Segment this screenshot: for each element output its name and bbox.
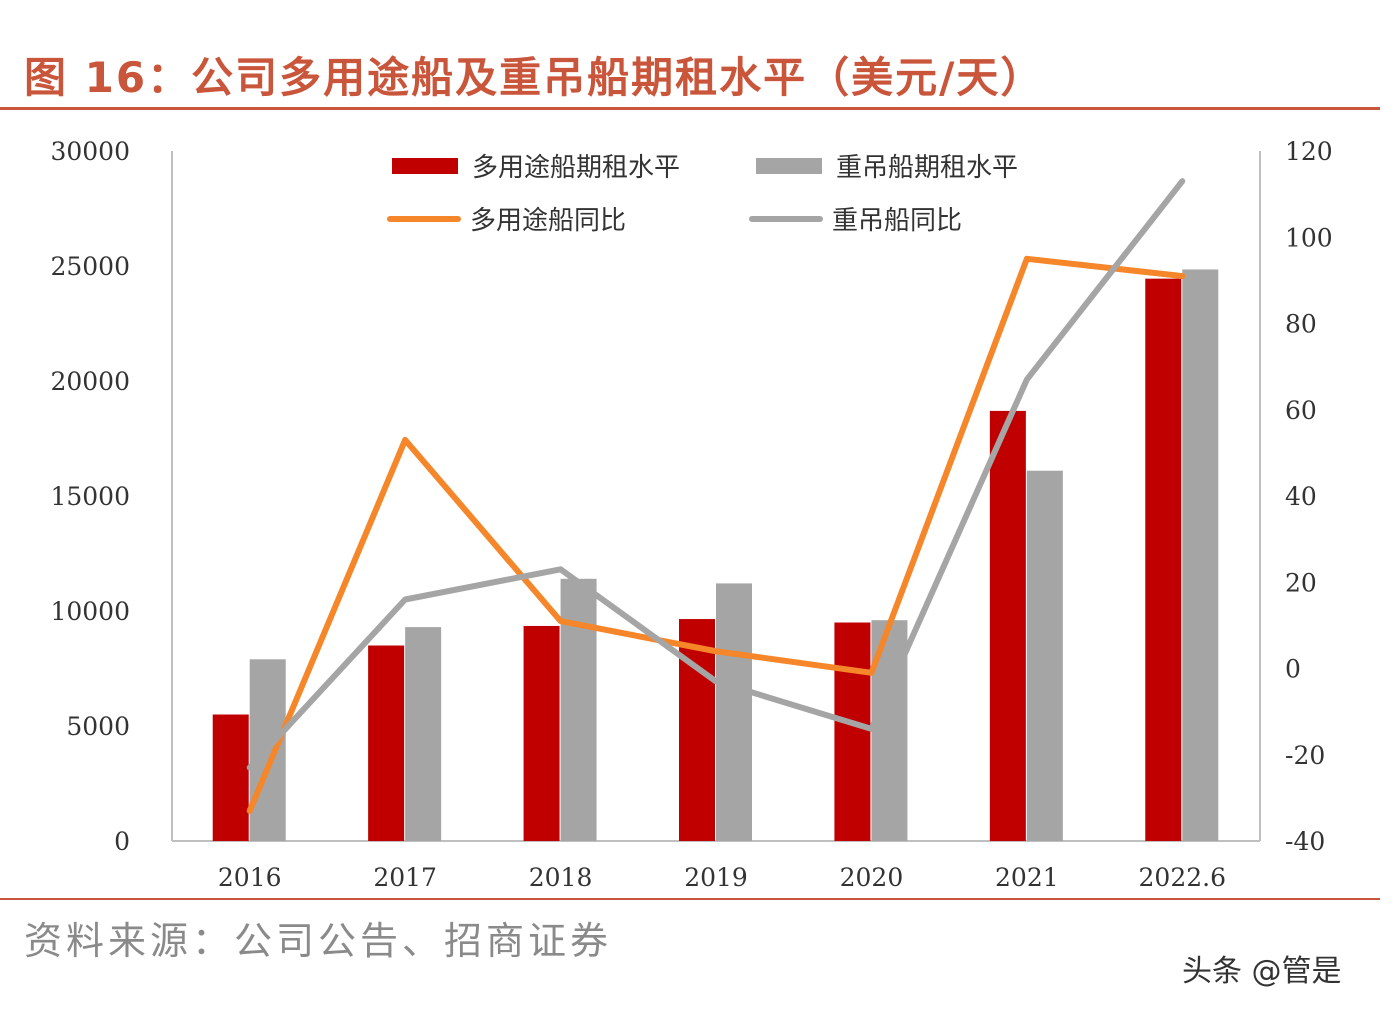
- bar-heavylift: [405, 627, 442, 841]
- bar-multipurpose: [368, 645, 405, 841]
- x-tick-label: 2021: [995, 863, 1059, 892]
- line-multipurpose-yoy: [246, 255, 1186, 814]
- bar-multipurpose: [1145, 278, 1182, 841]
- bar-multipurpose: [523, 625, 560, 841]
- right-tick-label: 20: [1285, 568, 1317, 597]
- legend-label: 多用途船期租水平: [472, 153, 680, 183]
- left-tick-label: 0: [114, 827, 130, 856]
- chart-title: 图 16：公司多用途船及重吊船期租水平（美元/天）: [24, 53, 1045, 102]
- bar-heavylift: [716, 583, 752, 841]
- x-tick-label: 2016: [218, 863, 282, 892]
- right-tick-label: 80: [1285, 310, 1317, 339]
- legend-label: 多用途船同比: [470, 206, 626, 236]
- bar-heavylift: [560, 578, 597, 841]
- bar-multipurpose: [212, 714, 249, 841]
- title-rule: [0, 107, 1380, 110]
- right-tick-label: -40: [1285, 827, 1325, 856]
- bar-multipurpose: [834, 622, 871, 841]
- legend-label: 重吊船同比: [832, 206, 962, 236]
- left-tick-label: 5000: [66, 712, 130, 741]
- left-tick-label: 15000: [50, 482, 130, 511]
- legend-label: 重吊船期租水平: [836, 153, 1018, 183]
- x-tick-label: 2022.6: [1139, 863, 1226, 892]
- legend-swatch: [756, 158, 822, 174]
- right-tick-label: 40: [1285, 482, 1317, 511]
- right-tick-label: 100: [1285, 223, 1333, 252]
- watermark: 头条 @管是: [1182, 954, 1342, 989]
- bar-heavylift: [1182, 269, 1219, 841]
- x-tick-label: 2020: [840, 863, 904, 892]
- left-tick-label: 25000: [50, 252, 130, 281]
- source-rule: [0, 898, 1380, 900]
- bar-heavylift: [1026, 470, 1063, 841]
- left-tick-label: 20000: [50, 367, 130, 396]
- source-note: 资料来源：公司公告、招商证券: [24, 919, 613, 963]
- legend-swatch: [392, 158, 458, 174]
- right-tick-label: 60: [1285, 396, 1317, 425]
- x-tick-label: 2018: [529, 863, 593, 892]
- bar-multipurpose: [989, 410, 1026, 841]
- line-heavylift-yoy: [246, 178, 1186, 771]
- right-tick-label: 120: [1285, 137, 1333, 166]
- x-tick-label: 2017: [373, 863, 437, 892]
- left-tick-label: 30000: [50, 137, 130, 166]
- right-tick-label: 0: [1285, 655, 1301, 684]
- right-tick-label: -20: [1285, 741, 1325, 770]
- x-tick-label: 2019: [684, 863, 748, 892]
- left-tick-label: 10000: [50, 597, 130, 626]
